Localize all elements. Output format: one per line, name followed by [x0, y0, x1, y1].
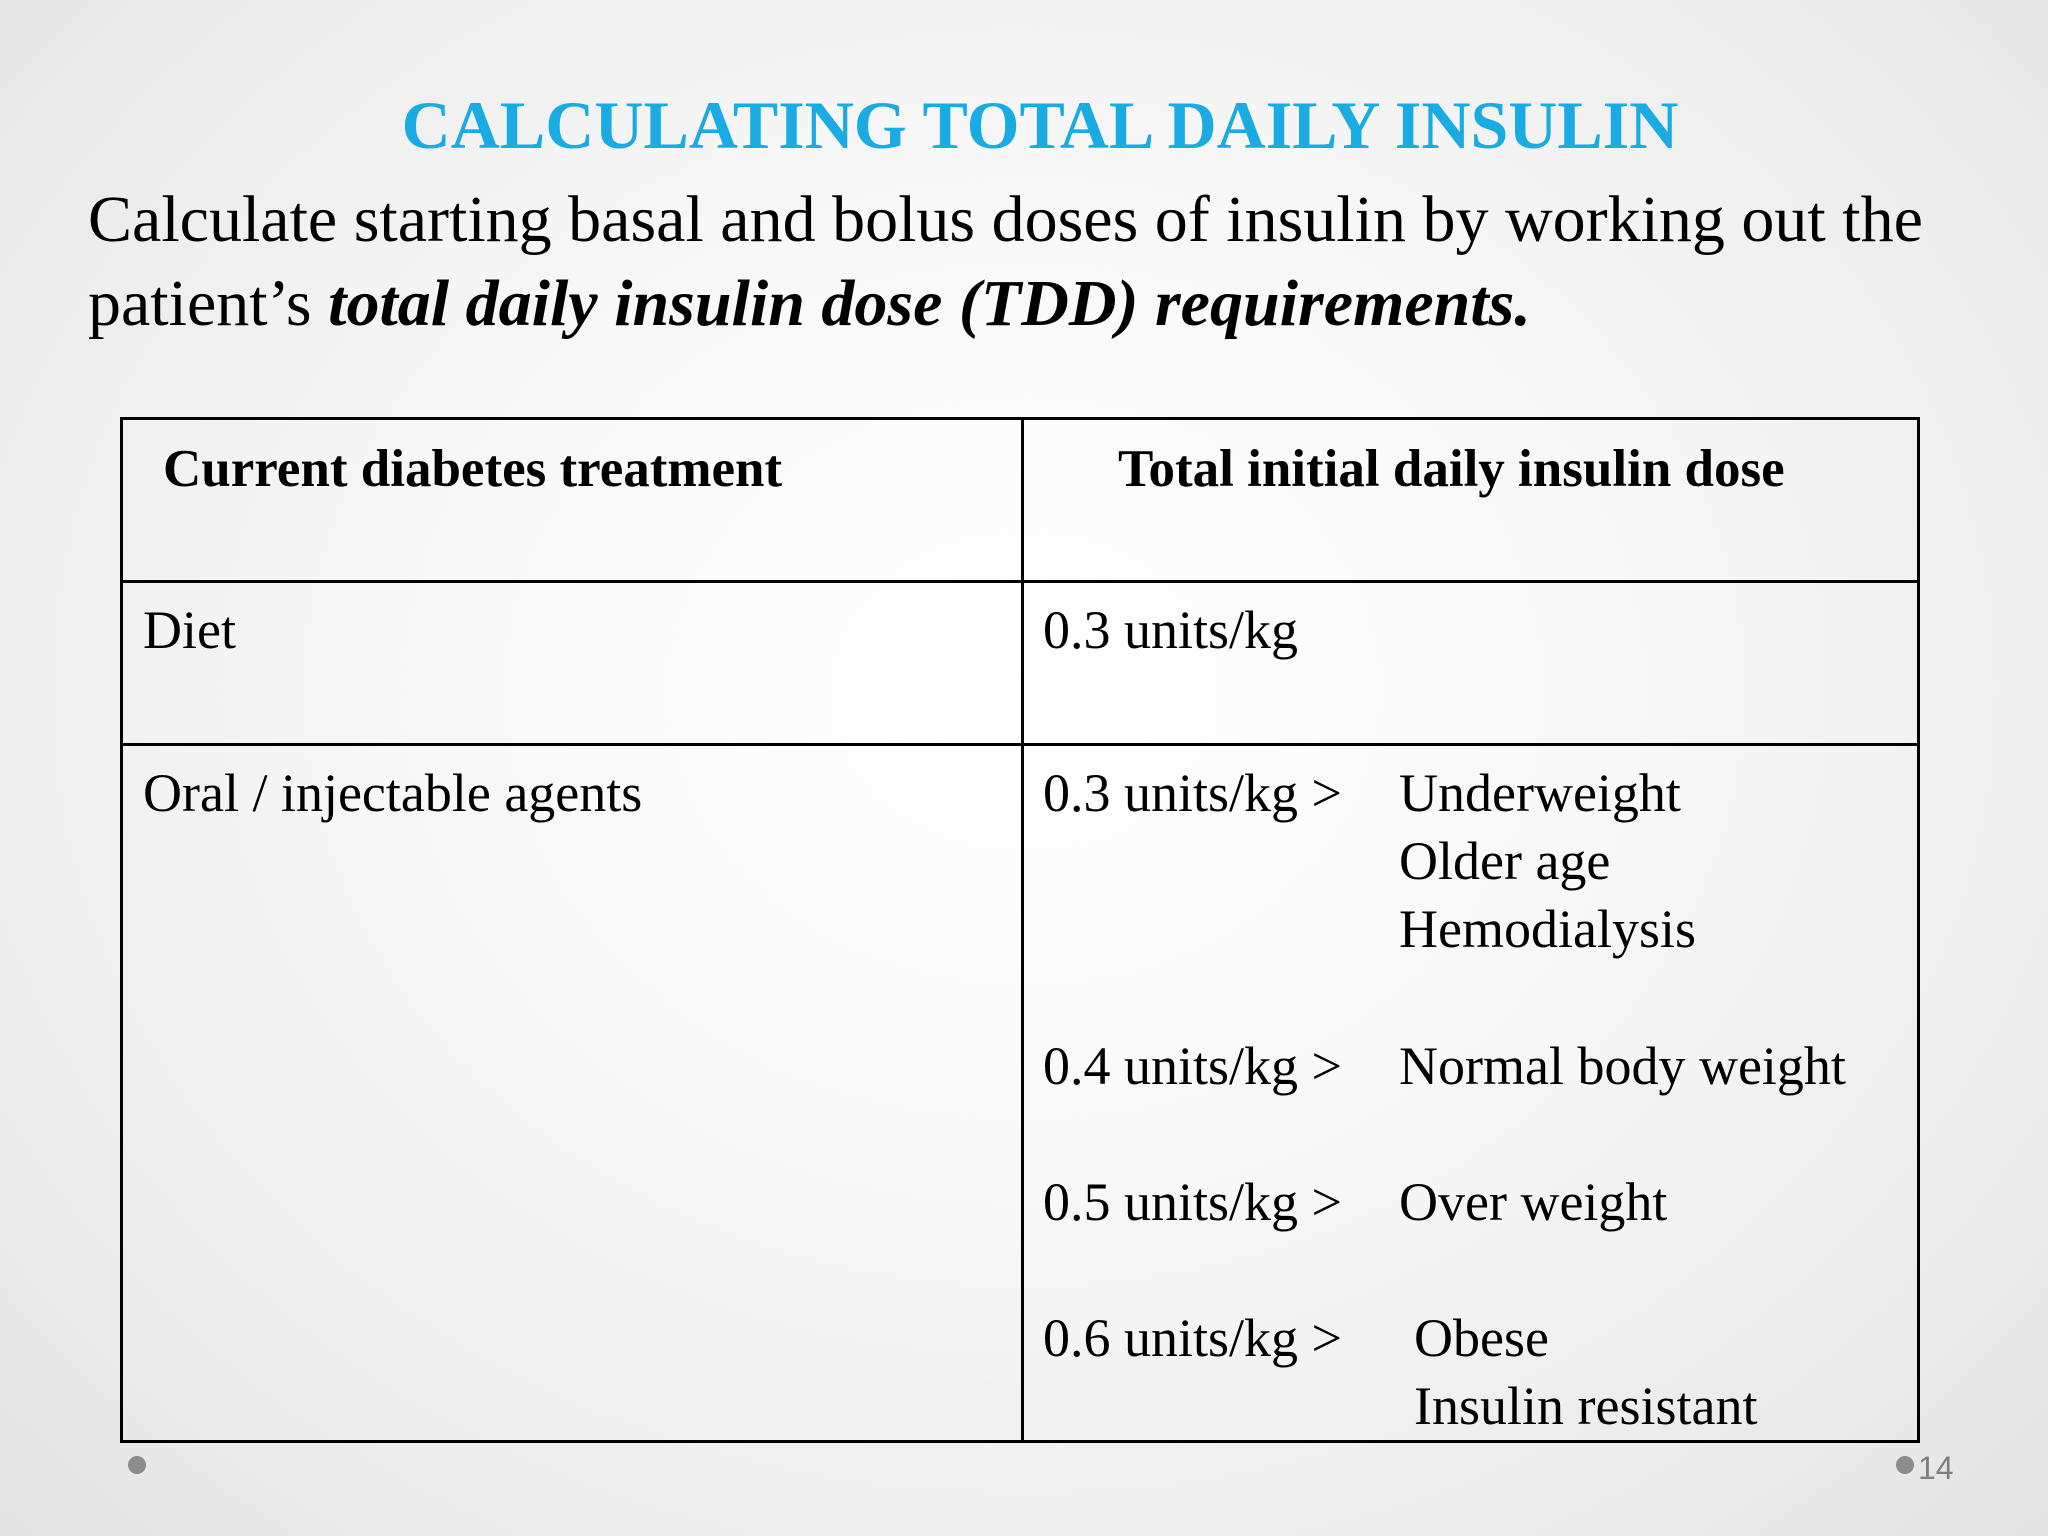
criterion: Insulin resistant — [1414, 1376, 1758, 1436]
page-number: 14 — [1918, 1450, 1954, 1486]
dose-option: 0.4 units/kg > Normal body weight — [1043, 1032, 1846, 1100]
criterion: Underweight — [1399, 763, 1681, 823]
intro-emphasis: total daily insulin dose (TDD) requireme… — [328, 267, 1531, 340]
dose-value: 0.4 units/kg > — [1043, 1036, 1342, 1096]
dose-option: 0.6 units/kg > Obese Insulin resistant — [1043, 1304, 1757, 1440]
dose-criteria: Normal body weight — [1399, 1032, 1846, 1100]
column-divider — [1021, 420, 1024, 1440]
row-divider-diet — [123, 743, 1917, 746]
dose-criteria: Obese Insulin resistant — [1414, 1304, 1757, 1440]
criterion: Obese — [1414, 1308, 1549, 1368]
dose-criteria: Underweight Older age Hemodialysis — [1399, 759, 1696, 963]
row-diet-dose: 0.3 units/kg — [1043, 600, 1299, 660]
dose-table: Current diabetes treatment Total initial… — [120, 417, 1920, 1443]
decorative-dot-left — [128, 1456, 146, 1474]
criterion: Normal body weight — [1399, 1036, 1846, 1096]
dose-option: 0.3 units/kg > Underweight Older age Hem… — [1043, 759, 1696, 963]
row-divider-header — [123, 580, 1917, 583]
dose-value: 0.5 units/kg > — [1043, 1172, 1342, 1232]
row-agents-treatment: Oral / injectable agents — [143, 763, 643, 823]
criterion: Older age — [1399, 831, 1611, 891]
dose-option: 0.5 units/kg > Over weight — [1043, 1168, 1667, 1236]
dose-value: 0.3 units/kg > — [1043, 763, 1342, 823]
slide-title: CALCULATING TOTAL DAILY INSULIN — [401, 87, 1679, 163]
decorative-dot-right — [1896, 1456, 1914, 1474]
row-diet-treatment: Diet — [143, 600, 236, 660]
criterion: Hemodialysis — [1399, 899, 1696, 959]
dose-criteria: Over weight — [1399, 1168, 1667, 1236]
intro-paragraph: Calculate starting basal and bolus doses… — [88, 178, 2018, 346]
intro-text: Calculate starting basal and bolus doses… — [88, 183, 1923, 340]
dose-value: 0.6 units/kg > — [1043, 1308, 1342, 1368]
criterion: Over weight — [1399, 1172, 1668, 1232]
header-dose: Total initial daily insulin dose — [1118, 440, 1785, 498]
header-treatment: Current diabetes treatment — [163, 440, 783, 498]
